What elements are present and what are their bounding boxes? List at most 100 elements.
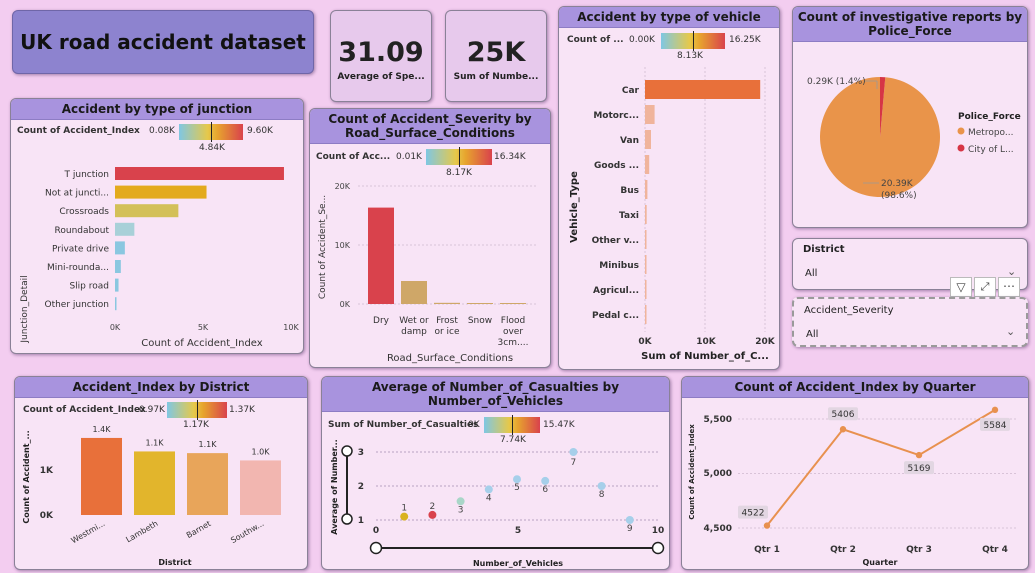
casualties-xtick-0: 0 [373,526,379,536]
vehicle-bar[interactable] [645,255,647,274]
severity-slicer-value[interactable]: All [806,329,819,340]
vehicle-bar[interactable] [645,280,647,299]
vehicle-bar[interactable] [645,205,647,224]
junction-bar[interactable] [115,167,284,180]
quarter-point[interactable] [839,426,847,433]
vehicle-category-label: Minibus [599,261,639,271]
junction-chart-card[interactable]: Accident by type of junction Count of Ac… [10,98,304,354]
vehicle-bar[interactable] [645,230,647,249]
district-slicer-value[interactable]: All [805,268,818,279]
police-pie-chart: 0.29K (1.4%) 20.39K (98.6%) Police_Force… [807,77,1021,201]
kpi-avg-speed-label: Average of Spe... [337,72,425,82]
severity-bar[interactable] [500,303,526,304]
scatter-point[interactable] [541,476,550,485]
police-legend-item-1[interactable]: City of L... [968,145,1014,155]
police-legend-item-0[interactable]: Metropo... [968,128,1013,138]
district-bar[interactable] [134,451,175,515]
scatter-point[interactable] [513,475,521,484]
scatter-point[interactable] [597,482,606,490]
more-options-icon[interactable]: ⋯ [998,277,1020,297]
vehicle-legend-mid: 8.13K [677,51,703,61]
vehicle-bar[interactable] [645,130,651,149]
chevron-down-icon[interactable]: ⌄ [1006,325,1016,338]
scatter-point[interactable] [428,510,437,519]
quarter-data-label: 5406 [832,410,855,420]
severity-bar[interactable] [434,302,460,304]
police-pie-card[interactable]: Count of investigative reports by Police… [792,6,1028,228]
kpi-avg-speed-value: 31.09 [338,37,424,68]
junction-category-label: Mini-rounda... [47,263,109,273]
quarter-point[interactable] [915,451,923,459]
district-bar[interactable] [240,460,281,515]
scatter-point[interactable] [400,512,409,521]
police-label-big-pct: (98.6%) [881,191,917,201]
severity-bar[interactable] [467,303,493,304]
quarter-ytick-2: 5,500 [704,415,732,425]
junction-bar[interactable] [115,241,125,255]
quarter-data-label-bg [904,461,934,475]
focus-mode-icon[interactable]: ⤢ [974,277,996,297]
district-chart-card[interactable]: Accident_Index by District Count of Acci… [14,376,308,570]
casualties-ytick-0: 1 [358,516,364,526]
junction-bar[interactable] [115,204,179,218]
quarter-data-label-bg [828,407,858,421]
y-zoom-slider-handle-top[interactable] [341,445,353,457]
scatter-point-label: 2 [430,502,436,512]
vehicle-bar[interactable] [645,180,648,199]
quarter-chart-card[interactable]: Count of Accident_Index by Quarter 4522 5… [681,376,1029,570]
district-legend-max: 1.37K [229,405,255,415]
quarter-chart-title: Count of Accident_Index by Quarter [682,377,1028,398]
quarter-data-label: 5169 [908,464,931,474]
chevron-down-icon[interactable]: ⌄ [1007,265,1017,278]
scatter-point[interactable] [625,516,634,524]
x-zoom-slider-handle-right[interactable] [651,541,665,555]
kpi-avg-speed-card[interactable]: 31.09 Average of Spe... [330,10,432,102]
junction-bar[interactable] [115,278,119,292]
filter-icon[interactable]: ▽ [950,277,972,297]
district-bar[interactable] [81,437,122,515]
junction-bar[interactable] [115,297,117,311]
severity-x-axis-label: Road_Surface_Conditions [387,353,513,364]
casualties-chart-card[interactable]: Average of Number_of_Casualties by Numbe… [321,376,670,570]
quarter-point[interactable] [763,522,771,529]
quarter-point[interactable] [991,406,999,414]
police-chart-title: Count of investigative reports by Police… [793,7,1027,42]
junction-legend-mid: 4.84K [199,143,225,153]
vehicle-legend-min: 0.00K [629,35,655,45]
junction-category-label: Roundabout [55,226,110,236]
scatter-point[interactable] [456,497,465,506]
junction-legend-label: Count of Accident_Index [17,126,140,136]
y-zoom-slider-handle-bottom[interactable] [341,513,353,525]
vehicle-bar[interactable] [645,155,650,174]
casualties-legend-gradient [484,415,540,435]
vehicle-x-axis-label: Sum of Number_of_C... [641,351,769,362]
quarter-series-line[interactable] [766,408,996,527]
junction-bar[interactable] [115,260,121,273]
scatter-point-label: 9 [627,524,633,534]
quarter-ytick-0: 4,500 [704,524,732,534]
junction-chart-title: Accident by type of junction [11,99,303,120]
kpi-sum-number-card[interactable]: 25K Sum of Numbe... [445,10,547,102]
pie-slice-city-of-london[interactable] [880,77,886,137]
casualties-ytick-2: 3 [358,448,364,458]
scatter-point[interactable] [484,485,493,494]
vehicle-bar[interactable] [645,305,647,324]
scatter-point[interactable] [569,448,578,456]
severity-bar[interactable] [368,207,394,304]
severity-chart-card[interactable]: Count of Accident_Severity by Road_Surfa… [309,108,551,368]
scatter-point-label: 6 [542,485,548,495]
junction-bar[interactable] [115,222,135,236]
vehicle-bar[interactable] [645,80,761,99]
scatter-point-label: 1 [401,504,407,514]
district-slicer-title: District [803,244,845,255]
vehicle-bar[interactable] [645,105,655,124]
district-bar[interactable] [187,453,228,515]
casualties-legend-min: 0K [468,420,480,430]
x-zoom-slider-handle-left[interactable] [369,541,383,555]
severity-category-label: Dry [373,316,390,326]
district-category-label: Lambeth [124,519,159,544]
junction-bar[interactable] [115,185,207,199]
vehicle-chart-card[interactable]: Accident by type of vehicle Count of ...… [558,6,780,370]
severity-slicer[interactable]: Accident_Severity All ⌄ [792,297,1028,347]
severity-bar[interactable] [401,280,427,304]
